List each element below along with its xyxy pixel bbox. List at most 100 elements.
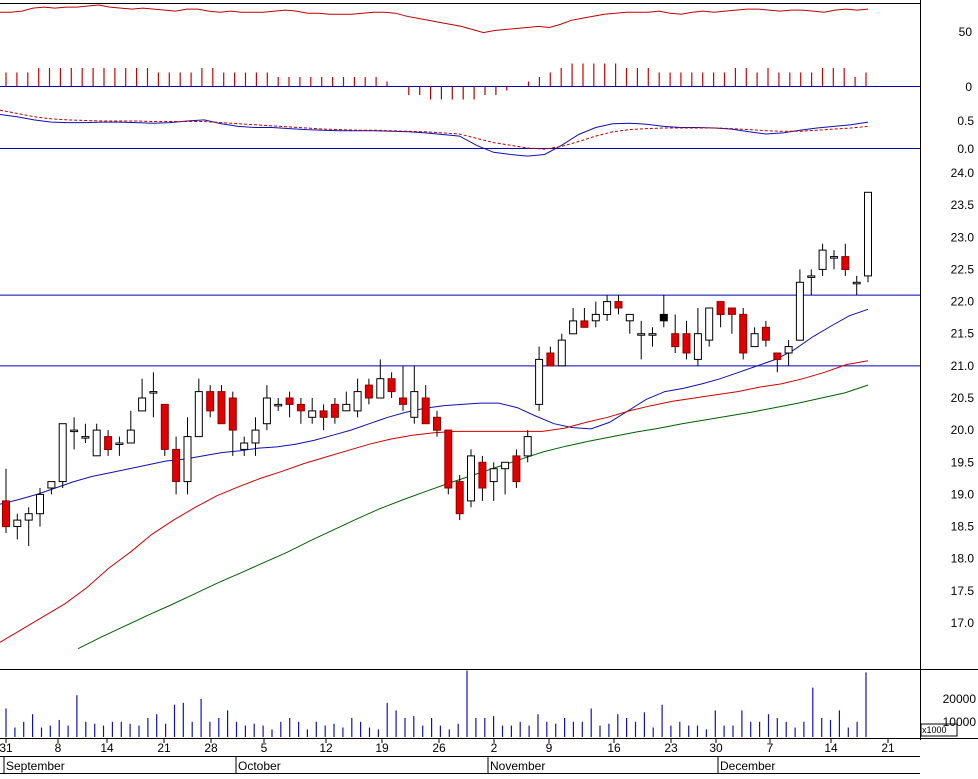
candle-body	[467, 455, 475, 502]
candle-body	[387, 378, 396, 393]
candle-body	[81, 436, 90, 439]
candle-body	[342, 403, 351, 412]
price-horizontal-lines	[0, 294, 920, 367]
candle	[376, 359, 385, 399]
candle	[648, 327, 657, 347]
candle	[353, 378, 362, 418]
candle-body	[546, 352, 555, 367]
candle	[319, 404, 328, 431]
candle	[410, 365, 419, 424]
day-tick-label: 8	[55, 741, 62, 755]
candle	[421, 385, 430, 425]
day-tick-label: 16	[607, 741, 621, 755]
candle-body	[172, 448, 181, 482]
candle-body	[637, 333, 646, 336]
candle-body	[444, 429, 453, 489]
candle-body	[104, 436, 113, 451]
price-tick-label: 24.0	[951, 166, 975, 180]
candle	[603, 295, 612, 321]
candle-body	[705, 307, 714, 341]
candle-body	[455, 481, 464, 515]
candle	[614, 295, 623, 315]
candle-body	[376, 378, 385, 399]
candle-body	[410, 391, 419, 418]
volume-multiplier-label: x1000	[922, 725, 947, 735]
candle-body	[194, 391, 203, 438]
moving-average-line	[0, 360, 869, 643]
candle-body	[716, 301, 725, 316]
candle	[172, 436, 181, 495]
day-tick-label: 14	[100, 741, 114, 755]
candle-body	[433, 416, 441, 431]
candle	[716, 301, 725, 328]
day-tick-label: 26	[432, 741, 446, 755]
month-label: November	[490, 759, 545, 773]
candle-body	[149, 391, 158, 394]
month-label: December	[720, 759, 775, 773]
candle-body	[795, 281, 804, 341]
candle	[126, 410, 135, 444]
candle-body	[830, 256, 838, 259]
candle	[546, 346, 555, 367]
candle-body	[58, 423, 67, 483]
candle	[501, 461, 510, 495]
candle	[739, 308, 748, 360]
day-tick-label: 2	[491, 741, 498, 755]
day-tick-label: 30	[709, 741, 723, 755]
volume-tick-label: 20000	[943, 692, 977, 706]
candle-body	[251, 429, 260, 444]
candle	[274, 398, 283, 411]
hist-zero-label: 0	[965, 80, 972, 94]
candlesticks	[2, 191, 872, 546]
price-tick-label: 21.0	[951, 359, 975, 373]
candle	[761, 320, 770, 347]
candle-body	[138, 397, 147, 412]
candle	[47, 481, 56, 495]
candle-body	[399, 397, 407, 405]
candle	[364, 378, 373, 405]
candle	[795, 269, 804, 341]
candle-body	[183, 436, 192, 483]
day-tick-label: 5	[261, 741, 268, 755]
candle	[773, 352, 782, 373]
day-tick-label: 19	[375, 741, 389, 755]
price-tick-label: 18.0	[951, 552, 975, 566]
price-tick-label: 20.0	[951, 423, 975, 437]
candle-body	[512, 455, 521, 483]
candle-body	[569, 320, 578, 335]
candle	[807, 269, 816, 296]
x-axis-labels: 31 8 14 21 28 5 12 19 26 2 9 16 23 30 7 14 21 September Oc…	[0, 739, 895, 773]
candle	[830, 250, 838, 270]
candle-body	[659, 313, 668, 322]
volume-panel	[5, 670, 867, 737]
candle-body	[580, 320, 589, 328]
candle-body	[591, 313, 600, 322]
moving-average-line	[0, 308, 869, 505]
candle-body	[70, 429, 79, 433]
candle-body	[841, 256, 850, 271]
candle-body	[682, 333, 691, 354]
candle-body	[693, 333, 702, 360]
price-tick-label: 23.5	[951, 198, 975, 212]
candle	[433, 410, 441, 437]
candle-body	[784, 346, 793, 354]
price-tick-label: 22.5	[951, 262, 975, 276]
price-tick-label: 20.5	[951, 391, 975, 405]
candle-body	[421, 397, 430, 425]
macd-line	[0, 114, 869, 157]
candle	[206, 385, 215, 418]
candle-body	[864, 191, 872, 277]
macd-panel	[0, 109, 869, 157]
candle	[92, 423, 101, 457]
day-tick-label: 12	[319, 741, 333, 755]
day-tick-label: 14	[824, 741, 838, 755]
day-tick-label: 28	[204, 741, 218, 755]
candle-body	[228, 397, 237, 431]
candle	[784, 340, 793, 366]
candle	[217, 385, 226, 425]
candle	[296, 398, 305, 424]
candle	[285, 391, 294, 418]
candle-body	[330, 403, 339, 418]
candle	[535, 346, 544, 411]
